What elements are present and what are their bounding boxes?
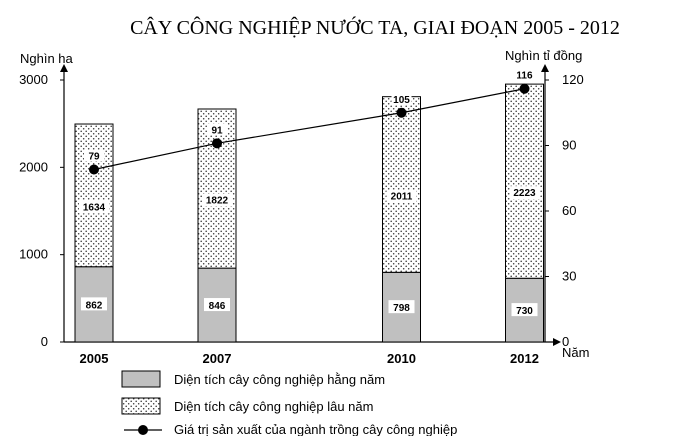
- x-tick-label: 2010: [387, 351, 416, 366]
- data-label-bg: [386, 189, 417, 203]
- left-tick-label: 2000: [19, 159, 48, 174]
- left-tick-label: 0: [41, 334, 48, 349]
- x-tick-label: 2007: [203, 351, 232, 366]
- bars: [74, 83, 544, 343]
- line-point: [212, 138, 222, 149]
- bar-perennial: [74, 123, 114, 268]
- right-tick-label: 90: [562, 138, 576, 153]
- bar-perennial: [505, 83, 544, 279]
- data-label-bg: [509, 186, 540, 200]
- legend: Diện tích cây công nghiệp hằng năm Diện t…: [121, 370, 457, 436]
- left-axis-arrow: [60, 64, 68, 72]
- data-label-perennial: 2223: [513, 188, 536, 199]
- data-label-bg: [81, 297, 107, 311]
- legend-swatch-annual: [121, 370, 161, 388]
- x-tick-label: 2005: [80, 351, 109, 366]
- data-label-value: 79: [88, 152, 100, 163]
- data-label-bg: [207, 123, 227, 136]
- right-tick-label: 0: [562, 334, 569, 349]
- data-label-value: 91: [211, 125, 223, 136]
- axes: [60, 64, 561, 346]
- right-axis-arrow: [541, 64, 549, 72]
- line-series: [93, 88, 525, 171]
- right-tick-label: 30: [562, 269, 576, 284]
- data-label-bg: [84, 149, 104, 162]
- data-label-perennial: 1634: [83, 202, 106, 213]
- line-point: [89, 164, 99, 175]
- data-label-bg: [388, 300, 415, 314]
- data-labels: 862 1634 846 1822 798 2011 730 2223 79 91 105 116: [79, 68, 540, 317]
- x-tick-label: 2012: [510, 351, 539, 366]
- right-tick-label: 60: [562, 203, 576, 218]
- right-axis-label: Nghìn tỉ đồng: [505, 48, 582, 63]
- data-label-perennial: 1822: [206, 196, 229, 207]
- bar-perennial: [197, 108, 237, 269]
- legend-label-annual: Diện tích cây công nghiệp hằng năm: [174, 372, 385, 387]
- line-point: [396, 107, 407, 118]
- data-label-perennial: 2011: [391, 191, 413, 202]
- data-label-annual: 846: [209, 301, 226, 312]
- tick-labels: 0 1000 2000 3000 0 30 60 90 120 2005 2007 2010 2012: [19, 72, 584, 366]
- chart-title: CÂY CÔNG NGHIỆP NƯỚC TA, GIAI ĐOẠN 2005 …: [130, 15, 620, 39]
- bar-perennial: [382, 96, 421, 273]
- data-label-bg: [202, 193, 232, 207]
- data-label-value: 116: [516, 71, 533, 82]
- left-tick-label: 1000: [19, 247, 48, 262]
- data-label-bg: [514, 68, 535, 81]
- left-axis-label: Nghìn ha: [20, 51, 74, 66]
- data-label-annual: 798: [393, 303, 410, 314]
- data-label-annual: 862: [86, 300, 103, 311]
- legend-swatch-perennial: [121, 397, 161, 415]
- data-label-value: 105: [393, 95, 410, 106]
- data-label-bg: [511, 303, 538, 317]
- data-label-bg: [79, 200, 109, 214]
- data-label-bg: [204, 298, 230, 312]
- data-label-annual: 730: [516, 306, 533, 317]
- legend-marker: [138, 425, 148, 435]
- data-label-bg: [391, 92, 412, 105]
- left-tick-label: 3000: [19, 72, 48, 87]
- legend-label-value: Giá trị sản xuất của ngành trồng cây côn…: [174, 422, 457, 436]
- right-tick-label: 120: [562, 72, 584, 87]
- x-axis-arrow: [553, 338, 561, 346]
- value-line: [89, 83, 530, 175]
- legend-label-perennial: Diện tích cây công nghiệp lâu năm: [174, 399, 373, 414]
- line-point: [519, 83, 530, 94]
- x-axis-label: Năm: [562, 345, 589, 360]
